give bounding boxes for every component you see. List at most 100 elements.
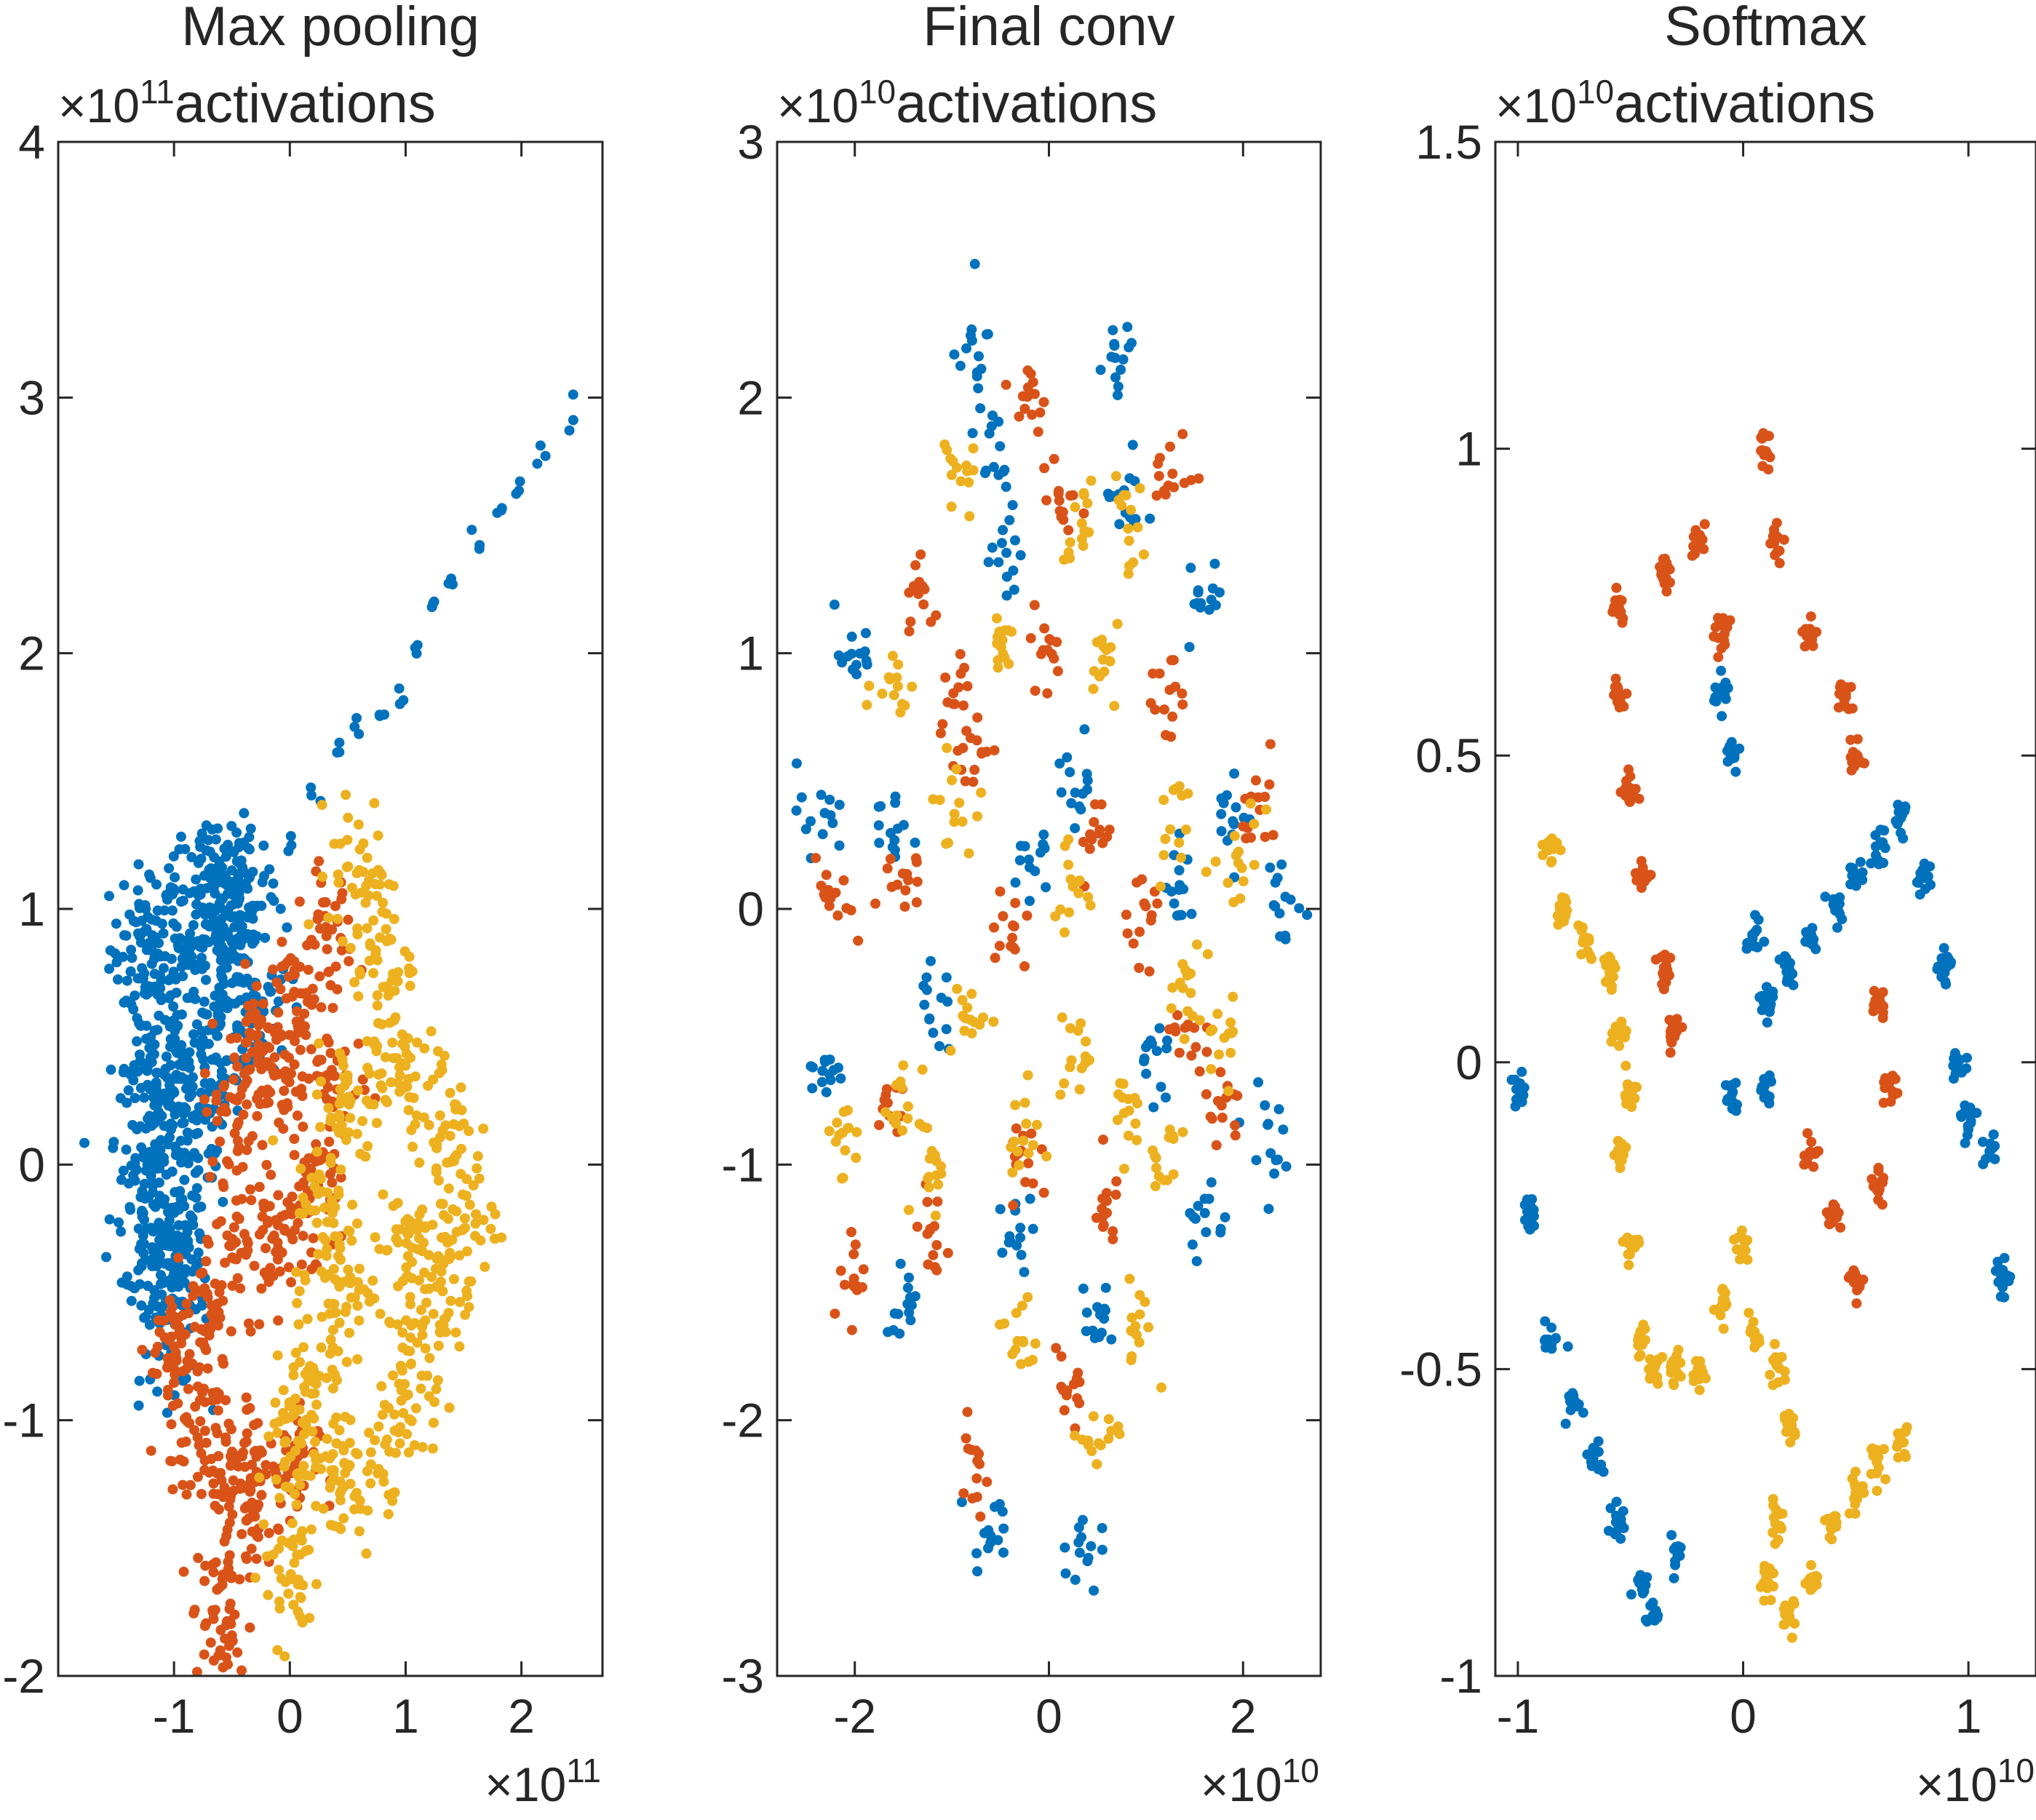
data-point <box>362 1141 373 1151</box>
data-point <box>444 1402 455 1413</box>
data-point <box>1083 891 1094 902</box>
data-point <box>490 1233 501 1244</box>
data-point <box>1056 512 1067 522</box>
data-point <box>313 1249 324 1260</box>
data-point <box>156 991 167 1002</box>
data-point <box>1873 1166 1884 1176</box>
data-point <box>162 1390 173 1401</box>
data-point <box>371 1118 382 1129</box>
data-point <box>1110 1189 1121 1200</box>
data-point <box>254 1319 265 1330</box>
data-point <box>1001 547 1012 558</box>
data-point <box>915 549 926 560</box>
data-point <box>1618 689 1629 700</box>
data-point <box>1141 1042 1151 1052</box>
data-point <box>1719 629 1730 639</box>
data-point <box>346 1292 357 1303</box>
data-point <box>275 984 286 995</box>
data-point <box>335 1172 346 1183</box>
data-point <box>177 1118 188 1129</box>
data-point <box>1770 1339 1780 1349</box>
data-point <box>1776 1523 1787 1534</box>
data-point <box>824 1069 835 1080</box>
y-axis-exponent: ×1010activations <box>1495 73 1875 135</box>
data-point <box>1161 730 1172 741</box>
data-point <box>185 1479 196 1490</box>
data-point <box>274 1596 285 1607</box>
data-point <box>268 878 279 889</box>
data-point <box>987 542 998 553</box>
data-point <box>202 1363 213 1374</box>
data-point <box>1182 1020 1193 1030</box>
data-point <box>180 1048 191 1059</box>
data-point <box>912 876 923 887</box>
data-point <box>191 1666 202 1677</box>
data-point <box>1249 859 1260 870</box>
data-point <box>196 1049 207 1060</box>
data-point <box>383 1402 394 1413</box>
data-point <box>1022 392 1033 402</box>
data-point <box>892 879 903 890</box>
data-point <box>974 1458 985 1469</box>
data-point <box>381 1097 392 1108</box>
data-point <box>1038 397 1049 408</box>
data-point <box>434 1319 445 1330</box>
data-point <box>381 1434 392 1445</box>
data-point <box>434 1327 445 1338</box>
data-point <box>1764 1006 1775 1017</box>
data-point <box>318 1153 329 1164</box>
data-point <box>1762 1017 1773 1028</box>
data-point <box>227 1509 238 1520</box>
data-point <box>173 1220 184 1231</box>
data-point <box>1842 682 1853 693</box>
data-point <box>137 1345 148 1355</box>
data-point <box>1176 852 1187 863</box>
data-point <box>130 990 140 1001</box>
data-point <box>173 1252 183 1263</box>
data-point <box>926 955 936 966</box>
data-point <box>341 1356 352 1367</box>
data-point <box>162 1073 172 1083</box>
data-point <box>334 1239 345 1249</box>
data-point <box>343 812 354 823</box>
data-point <box>982 329 993 340</box>
data-point <box>1158 485 1169 496</box>
data-point <box>143 912 154 922</box>
data-point <box>286 840 297 851</box>
data-point <box>438 1209 449 1220</box>
data-point <box>247 1497 258 1508</box>
data-point <box>178 1309 188 1320</box>
data-point <box>450 1327 461 1338</box>
data-point <box>1010 897 1021 908</box>
data-point <box>1174 838 1185 848</box>
data-point <box>914 576 925 587</box>
data-point <box>168 851 179 862</box>
y-tick-label: 3 <box>18 370 45 424</box>
data-point <box>1285 894 1296 905</box>
data-point <box>905 1315 916 1326</box>
data-point <box>958 742 969 753</box>
data-point <box>1134 926 1145 937</box>
data-point <box>354 844 365 855</box>
data-point <box>273 1007 284 1018</box>
data-point <box>351 1218 362 1229</box>
data-point <box>188 1072 198 1083</box>
data-point <box>998 911 1009 921</box>
data-point <box>289 1059 300 1070</box>
data-point <box>221 962 232 973</box>
data-point <box>151 1369 162 1379</box>
data-point <box>245 1184 255 1195</box>
data-point <box>1583 936 1594 947</box>
data-point <box>256 1064 267 1075</box>
data-point <box>1833 702 1844 713</box>
data-point <box>246 1543 257 1554</box>
data-point <box>934 795 945 806</box>
data-point <box>232 1647 243 1658</box>
data-point <box>292 1006 302 1017</box>
data-point <box>1238 821 1249 832</box>
data-point <box>272 1350 283 1361</box>
data-point <box>922 1123 933 1134</box>
data-point <box>1059 1078 1070 1089</box>
data-point <box>195 841 206 852</box>
data-point <box>975 1511 986 1522</box>
